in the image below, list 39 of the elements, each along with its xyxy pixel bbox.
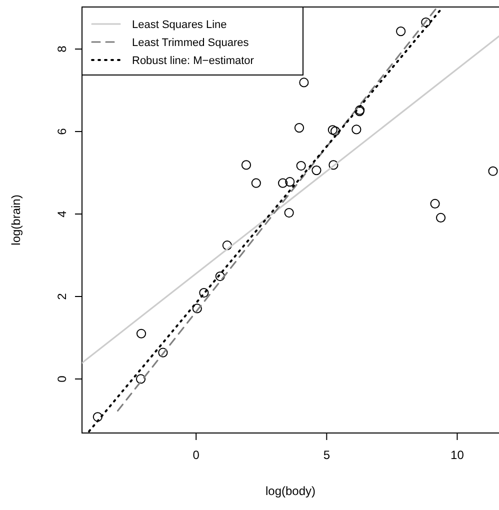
x-tick-label: 10 bbox=[450, 448, 464, 462]
y-tick-label: 8 bbox=[55, 45, 69, 52]
y-tick-label: 0 bbox=[55, 375, 69, 382]
point bbox=[299, 78, 309, 88]
point bbox=[294, 123, 304, 133]
point bbox=[430, 198, 440, 209]
point bbox=[285, 177, 295, 187]
point bbox=[284, 208, 294, 218]
legend-label: Least Squares Line bbox=[132, 19, 227, 31]
point bbox=[328, 125, 338, 135]
y-tick-label: 2 bbox=[55, 292, 69, 300]
point bbox=[488, 166, 498, 176]
point bbox=[92, 412, 102, 422]
point bbox=[330, 126, 340, 136]
point bbox=[136, 328, 146, 338]
point bbox=[352, 124, 362, 134]
x-tick-label: 5 bbox=[323, 448, 330, 462]
point bbox=[278, 178, 288, 188]
point bbox=[241, 160, 252, 170]
point bbox=[251, 178, 261, 188]
point bbox=[436, 212, 446, 223]
point bbox=[215, 271, 225, 282]
y-tick-label: 4 bbox=[55, 210, 69, 218]
point bbox=[421, 17, 431, 28]
point bbox=[312, 166, 322, 176]
point bbox=[199, 288, 209, 298]
point bbox=[158, 348, 168, 358]
legend-label: Robust line: M−estimator bbox=[132, 55, 254, 67]
point bbox=[296, 160, 306, 171]
x-axis-title: log(body) bbox=[265, 484, 316, 498]
point bbox=[136, 374, 146, 384]
x-tick-label: 0 bbox=[192, 448, 200, 462]
y-tick-label: 6 bbox=[55, 128, 69, 135]
point bbox=[222, 240, 232, 250]
point bbox=[192, 304, 202, 314]
y-axis-title: log(brain) bbox=[9, 194, 23, 246]
point bbox=[396, 26, 406, 36]
legend-label: Least Trimmed Squares bbox=[132, 37, 250, 49]
point bbox=[328, 160, 338, 170]
